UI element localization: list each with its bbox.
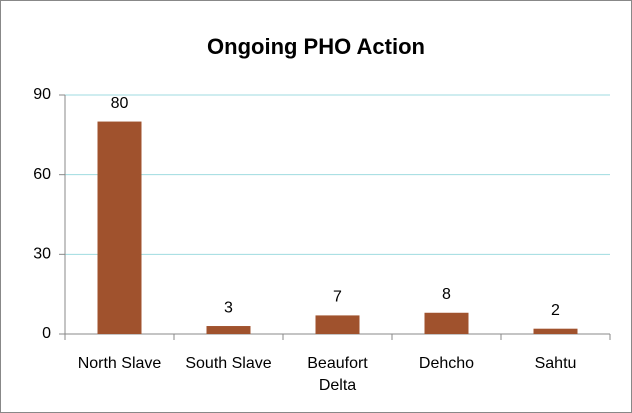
y-tick-label: 30	[33, 246, 51, 263]
x-tick-label: North Slave	[77, 355, 162, 372]
x-tick-label: Dehcho	[418, 355, 475, 372]
y-tick-label: 60	[33, 166, 51, 183]
data-label: 7	[333, 289, 342, 306]
data-label: 3	[224, 299, 233, 316]
data-label: 80	[111, 95, 129, 112]
data-label: 2	[551, 302, 560, 319]
bar	[206, 326, 251, 334]
x-tick-label: Sahtu	[534, 355, 577, 372]
bar	[97, 121, 142, 334]
bar	[315, 315, 360, 334]
bar	[424, 312, 469, 334]
y-tick-label: 0	[42, 325, 51, 342]
y-tick-label: 90	[33, 86, 51, 103]
x-tick-label: South Slave	[185, 355, 272, 372]
data-label: 8	[442, 286, 451, 303]
bar	[533, 328, 578, 334]
chart-title: Ongoing PHO Action	[207, 34, 425, 59]
x-tick-label: Beaufort Delta	[307, 355, 368, 394]
